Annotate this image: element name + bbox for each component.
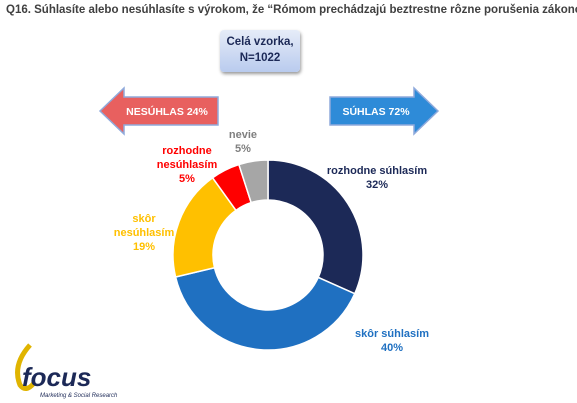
logo-name: focus: [22, 362, 91, 392]
arrow: [98, 86, 219, 136]
sample-note: Celá vzorka, N=1022: [220, 30, 300, 72]
donut-segment: [267, 159, 364, 295]
logo-swoosh: [15, 343, 36, 391]
value-label: 5%: [235, 143, 251, 155]
logo-tagline: Marketing & Social Research: [40, 393, 118, 399]
arrow-label: SÚHLAS 72%: [342, 105, 410, 118]
category-label: rozhodne nesúhlasím: [156, 145, 218, 171]
donut-segment: [174, 266, 356, 351]
logo: focus Marketing & Social Research: [15, 343, 118, 399]
data-label: rozhodne súhlasím 32%: [322, 164, 432, 192]
data-label: skôr nesúhlasím 19%: [104, 212, 184, 254]
data-label: nevie 5%: [218, 128, 268, 156]
arrow-label: NESÚHLAS 24%: [126, 105, 208, 118]
data-label: rozhodne nesúhlasím 5%: [150, 144, 224, 186]
category-label: skôr súhlasím: [355, 328, 429, 340]
donut-segment: [237, 159, 269, 204]
sample-note-line: Celá vzorka,: [226, 36, 294, 48]
category-label: nevie: [228, 129, 258, 141]
data-label: skôr súhlasím 40%: [342, 327, 442, 355]
arrow: [329, 86, 440, 136]
category-label: rozhodne súhlasím: [326, 165, 428, 177]
category-label: skôr nesúhlasím: [113, 213, 175, 239]
chart-title: Q16. Súhlasíte alebo nesúhlasíte s výrok…: [6, 4, 577, 16]
sample-note-line: N=1022: [239, 52, 281, 64]
value-label: 19%: [132, 241, 156, 253]
value-label: 40%: [380, 342, 404, 354]
value-label: 5%: [179, 173, 195, 185]
value-label: 32%: [365, 179, 389, 191]
